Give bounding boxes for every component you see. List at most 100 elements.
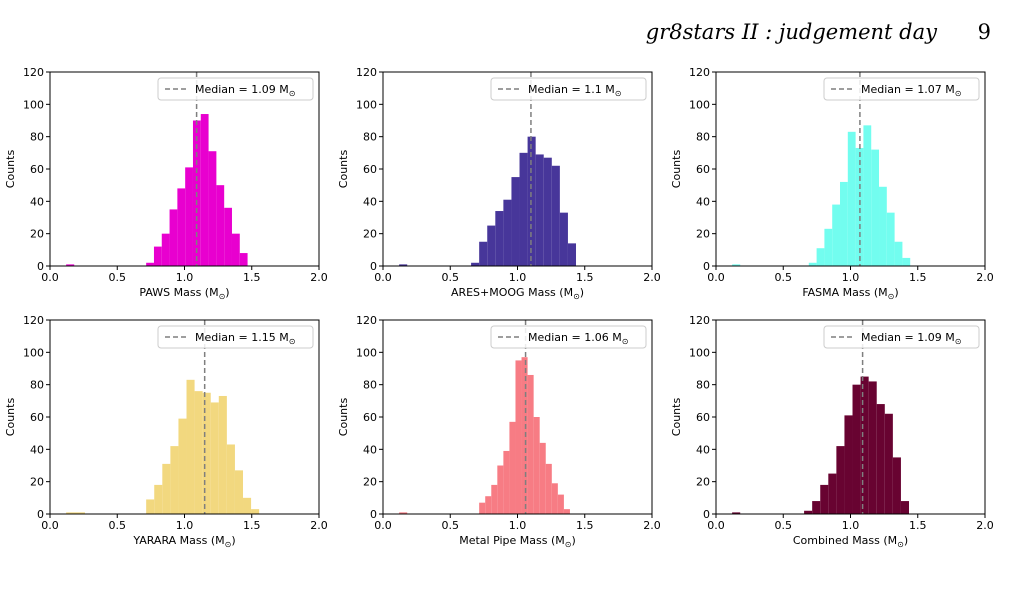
histogram-panel-1: 0.0 0.5 1.0 1.5 2.0 0 20 40 60 80 100 120 PAWS Mass … — [4, 66, 328, 301]
x-axis-label: PAWS Mass (M⊙) — [139, 286, 229, 301]
legend-label: Median = 1.1 M⊙ — [528, 83, 621, 98]
x-tick-label: 1.0 — [176, 271, 194, 284]
y-tick-label: 40 — [696, 443, 710, 456]
histogram-bar — [146, 262, 154, 266]
y-tick-label: 100 — [356, 98, 377, 111]
legend: Median = 1.09 M⊙ — [157, 77, 314, 101]
histogram-bar — [503, 199, 512, 266]
y-tick-label: 0 — [37, 508, 44, 521]
histogram-bar — [863, 125, 872, 266]
histogram-bar — [177, 188, 186, 266]
y-tick-label: 100 — [689, 98, 710, 111]
y-tick-label: 20 — [30, 228, 44, 241]
y-tick-label: 80 — [696, 379, 710, 392]
y-tick-label: 80 — [30, 379, 44, 392]
histogram-bar — [824, 228, 833, 266]
y-tick-label: 120 — [23, 66, 44, 79]
histogram-bar — [876, 404, 885, 514]
histogram-bar — [200, 114, 209, 267]
histogram-bar — [208, 151, 217, 266]
histogram-bar — [224, 207, 232, 266]
y-tick-label: 60 — [696, 163, 710, 176]
y-tick-label: 0 — [703, 260, 710, 273]
x-tick-label: 0.5 — [442, 271, 460, 284]
x-axis-label: FASMA Mass (M⊙) — [802, 286, 898, 301]
histogram-bar — [515, 360, 522, 514]
histogram-bar — [511, 177, 520, 266]
y-tick-label: 0 — [370, 508, 377, 521]
y-tick-label: 60 — [363, 411, 377, 424]
y-tick-label: 40 — [696, 195, 710, 208]
histogram-bar — [527, 374, 534, 514]
y-tick-label: 100 — [23, 98, 44, 111]
x-tick-label: 0.5 — [442, 519, 460, 532]
y-tick-label: 120 — [689, 314, 710, 327]
histogram-bar — [521, 357, 528, 514]
histogram-bar — [399, 264, 408, 266]
histogram-bar — [509, 421, 516, 514]
histogram-bar — [231, 233, 240, 266]
legend: Median = 1.15 M⊙ — [157, 325, 314, 349]
histogram-bar — [860, 376, 869, 514]
histogram-bar — [551, 165, 560, 266]
histogram-bar — [808, 262, 817, 266]
histogram-bar — [820, 484, 829, 514]
x-tick-label: 1.0 — [842, 519, 860, 532]
y-tick-label: 20 — [30, 476, 44, 489]
page-number: 9 — [977, 20, 991, 44]
histogram-bar — [535, 154, 544, 266]
histogram-bar — [169, 209, 178, 266]
x-tick-label: 0.0 — [41, 271, 59, 284]
histogram-panel-2: 0.0 0.5 1.0 1.5 2.0 0 20 40 60 80 100 120 ARES+MOOG … — [337, 66, 661, 301]
histogram-bar — [844, 415, 853, 514]
page-header: gr8stars II : judgement day 9 — [0, 20, 1011, 50]
x-tick-label: 1.5 — [909, 271, 927, 284]
y-tick-label: 120 — [689, 66, 710, 79]
histogram-bar — [567, 243, 577, 266]
histogram-bar — [495, 211, 504, 266]
x-tick-label: 2.0 — [310, 519, 328, 532]
histogram-bar — [892, 457, 901, 514]
x-tick-label: 0.5 — [775, 519, 793, 532]
histogram-bar — [485, 496, 492, 514]
y-tick-label: 120 — [356, 66, 377, 79]
histogram-bar — [840, 181, 848, 266]
histogram-bar — [804, 510, 813, 514]
x-tick-label: 1.0 — [509, 271, 527, 284]
y-axis-label: Counts — [670, 150, 683, 189]
y-tick-label: 40 — [30, 195, 44, 208]
x-tick-label: 0.5 — [109, 271, 127, 284]
histogram-panel-4: 0.0 0.5 1.0 1.5 2.0 0 20 40 60 80 100 120 YARARA Mas… — [4, 314, 328, 549]
histogram-bar — [226, 444, 235, 514]
x-tick-label: 1.0 — [176, 519, 194, 532]
y-tick-label: 60 — [30, 163, 44, 176]
histogram-bar — [816, 248, 825, 266]
y-tick-label: 0 — [703, 508, 710, 521]
histogram-bar — [868, 381, 877, 514]
histogram-bar — [161, 233, 170, 266]
histogram-bar — [545, 463, 552, 514]
histogram-bar — [178, 418, 187, 514]
legend-label: Median = 1.15 M⊙ — [195, 331, 295, 346]
x-tick-label: 1.5 — [909, 519, 927, 532]
y-tick-label: 80 — [30, 131, 44, 144]
histogram-bar — [170, 446, 179, 514]
x-tick-label: 2.0 — [976, 271, 994, 284]
histogram-bar — [487, 225, 496, 266]
x-tick-label: 1.0 — [842, 271, 860, 284]
histogram-bar — [563, 509, 570, 514]
x-tick-label: 2.0 — [643, 519, 661, 532]
histogram-bar — [66, 512, 85, 514]
legend: Median = 1.07 M⊙ — [823, 77, 980, 101]
histogram-bar — [559, 212, 568, 266]
y-tick-label: 100 — [356, 346, 377, 359]
histogram-bar — [732, 264, 741, 266]
x-tick-label: 0.0 — [707, 519, 725, 532]
histogram-bar — [533, 417, 540, 514]
histogram-bar — [886, 212, 895, 266]
histogram-bar — [900, 501, 910, 514]
y-tick-label: 0 — [37, 260, 44, 273]
histogram-bar — [543, 157, 552, 266]
y-tick-label: 20 — [696, 228, 710, 241]
